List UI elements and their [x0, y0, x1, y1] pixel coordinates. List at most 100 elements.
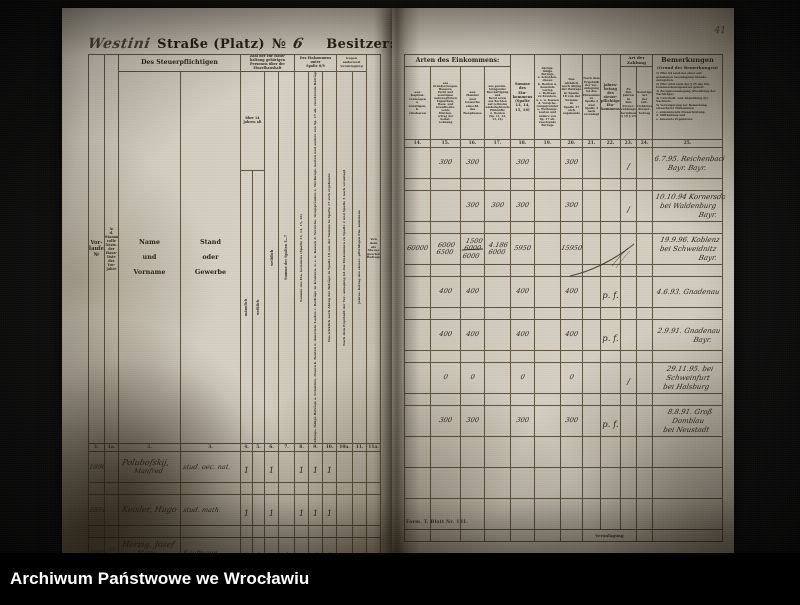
- cell-tick-2: 1: [308, 494, 323, 527]
- row-year: 1890: [88, 462, 105, 471]
- th-assessed: Nach dem Ergebniß der Ver- anlagung ist …: [582, 54, 601, 140]
- cell-inc-1: [404, 147, 431, 179]
- th-pay-half: Zu den Jahren in den Steuer- zahlungs- t…: [620, 66, 637, 140]
- cell-remark: 6.7.95. Reichenbach Bayr. Bayr.: [649, 147, 726, 179]
- th-group-income-kinds: Arten des Einkommens:: [404, 54, 511, 67]
- row-trade: stud. oec. nat.: [182, 462, 232, 471]
- th-hh-male: männlich: [240, 170, 253, 444]
- colnum-r-21: 21.: [582, 139, 601, 148]
- column-number-row-right: 14. 15. 16. 17. 18. 19. 20. 21. 22. 23. …: [404, 139, 724, 148]
- header-band-right-1: Arten des Einkommens: Summe des Ein- kom…: [404, 54, 724, 140]
- colnum-10: 10.: [321, 443, 338, 453]
- number-symbol: №: [271, 37, 287, 52]
- cell-inc-3: 300: [460, 147, 485, 179]
- remark-line-2: Bayr. Bayr.: [666, 163, 707, 171]
- table-row[interactable]: 300 300 300 300 / 10.10.94 Kornersdorf b…: [404, 190, 726, 222]
- colnum-r-25: 25.: [652, 139, 724, 148]
- blank-row: [404, 436, 724, 468]
- th-stammrolle: № d. Stamm- rolle bezw. der Haus- liste …: [104, 53, 119, 445]
- cell-hh-2: [252, 451, 265, 484]
- cell-name: Polubofskij, Manfred: [118, 451, 181, 484]
- remark-line-1: 6.7.95. Reichenbach: [653, 154, 726, 163]
- table-row[interactable]: 300 300 300 300 / 6.7.95. Reichenbach Ba…: [404, 147, 726, 179]
- th-group-rights: Von dem als Steuer geschätzten Betrage: [366, 53, 382, 445]
- th-tax-total: Jahres- betrag des steuer- pflichtigen E…: [600, 54, 621, 140]
- cell-x1: [336, 451, 354, 484]
- th-inc-work: aus gewinn- bringender Beschäftigung und…: [484, 66, 511, 140]
- colnum-r-24: 24.: [635, 139, 654, 148]
- table-row-spacer: [404, 393, 724, 406]
- cell-tick-2: 1: [308, 451, 323, 484]
- th-sum-income: Summe des Ein- kommens (Spalte 13, 14, 1…: [510, 54, 535, 140]
- cell-inc-4: [484, 147, 511, 179]
- th-group-assessment: Gegen anderweit Veranlagung: [336, 54, 368, 72]
- table-row[interactable]: 300 300 300 300 p. f. 8.8.91. Groß Dombl…: [404, 405, 726, 437]
- cell-tick-1: 1: [294, 451, 309, 484]
- th-inc-capital: aus Kapital- vermögen a. sonstigen, b. z…: [404, 66, 431, 140]
- colnum-r-22: 22.: [600, 139, 621, 148]
- th-assess-a: Nach dem Ergebniß der Ver- anlagung ist …: [336, 71, 353, 444]
- blank-row: [404, 467, 724, 499]
- remarks-title: Bemerkungen: [661, 56, 714, 64]
- archive-watermark-text: Archiwum Państwowe we Wrocławiu: [10, 569, 310, 588]
- cell-taxtotal: [600, 147, 621, 179]
- table-row-spacer: [404, 178, 724, 191]
- cell-hh-4: [278, 494, 295, 527]
- th-inc-c: Das wirklich nach Abzug der Beträge in S…: [322, 71, 337, 444]
- colnum-r-18: 18.: [510, 139, 535, 148]
- table-row[interactable]: 400 400 400 400 p. f. 2.9.91. Gnadenau B…: [404, 319, 726, 351]
- row-name2: Manfred: [133, 467, 164, 476]
- cell-hh-1: 1: [240, 451, 253, 484]
- left-page: Westini Straße (Platz) № 6 Besitzer:: [62, 8, 395, 605]
- table-row[interactable]: 1890 Polubofskij, Manfred stud. oec. nat…: [88, 451, 382, 484]
- cell-rolle: [104, 451, 119, 484]
- table-row[interactable]: 400 400 400 400 p. f. 4.6.93. Gnadenau: [404, 276, 726, 308]
- cell-hh-3: 1: [264, 494, 279, 527]
- table-row[interactable]: 1891 Keisler, Hugo stud. math. 1 1 1 1 1: [88, 494, 382, 527]
- cell-tick-3: 1: [321, 451, 338, 484]
- cell-inc-2: 300: [430, 147, 461, 179]
- colnum-9: 9.: [308, 443, 323, 453]
- th-inc-trade: aus Handel und Gewerbe einschl. des Berg…: [460, 66, 485, 140]
- cell-name: Keisler, Hugo: [118, 494, 181, 527]
- table-row-spacer: [88, 482, 382, 496]
- table-row-spacer: [404, 307, 724, 320]
- remarks-notes: 1) Hier ist auch bei einer auf- gehobene…: [656, 71, 716, 121]
- table-row-spacer: [404, 221, 724, 234]
- table-row-spacer: [404, 264, 724, 277]
- header-band-1: Vor- laufe № № d. Stamm- rolle bezw. der…: [88, 53, 382, 445]
- cell-assessed: [582, 147, 601, 179]
- cell-x2: [352, 451, 368, 484]
- archive-watermark-bar: Archiwum Państwowe we Wrocławiu: [0, 553, 800, 605]
- totals-footer-label: Veranlagung: [582, 529, 637, 542]
- th-hh-female: weiblich: [252, 170, 265, 444]
- remarks-subtitle: (Grund der Bemerkungen): [657, 64, 718, 70]
- th-remarks: Bemerkungen (Grund der Bemerkungen) 1) H…: [652, 54, 724, 140]
- colnum-5: 5.: [252, 443, 265, 453]
- right-page: 41 Arten des Einkommens: Summe des Ein- …: [392, 8, 734, 553]
- cell-rolle: [104, 494, 119, 527]
- table-row[interactable]: 60000 6000 6500 1500 6000 6000 4.186 600…: [404, 233, 726, 265]
- cell-hh-3: 1: [264, 451, 279, 484]
- colnum-7: 7.: [278, 443, 295, 453]
- cell-hh-2: [252, 494, 265, 527]
- owner-label: Besitzer:: [326, 37, 395, 52]
- cell-year: 1890: [88, 451, 105, 484]
- table-row[interactable]: 0 0 0 0 / 29.11.95. bei Schweinfurt bei …: [404, 362, 726, 394]
- colnum-11a: 11a.: [366, 443, 382, 453]
- th-assess-b: Jahres- betrag des steuer- pflichtigen E…: [352, 71, 367, 444]
- th-pay-other: Sonstige Art der ent- richteten Steuer- …: [635, 66, 654, 140]
- page-header: Westini Straße (Platz) № 6 Besitzer:: [87, 30, 395, 52]
- cell-hh-1: 1: [240, 494, 253, 527]
- th-group-household: Zahl der zur Haus- haltung gehörigen Per…: [240, 54, 295, 72]
- th-inc-a: Summe des Ein- kommens (Spalte 13, 14, 1…: [294, 71, 309, 444]
- folio-number: 41: [714, 26, 726, 36]
- house-number-handwritten: 6: [291, 36, 305, 52]
- cell-tick-1: 1: [294, 494, 309, 527]
- colnum-1a: 1a.: [104, 443, 119, 453]
- header-band-2: Name und Vorname Stand oder Gewerbe über…: [89, 70, 381, 445]
- colnum-3: 3.: [180, 443, 241, 453]
- th-group-taxpayer: Des Steuerpflichtigen: [118, 54, 241, 72]
- colnum-r-15: 15.: [430, 139, 461, 148]
- th-name: Name und Vorname: [118, 70, 181, 445]
